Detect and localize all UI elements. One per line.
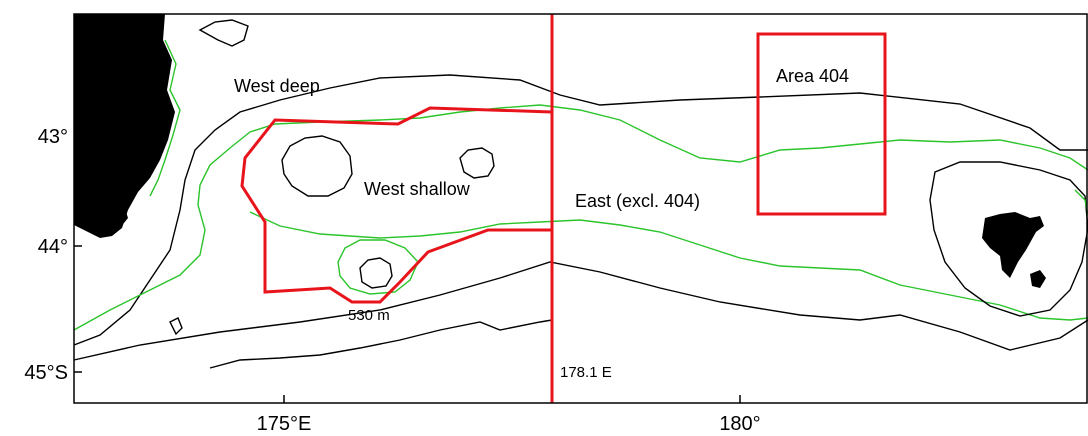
island-land-small	[1030, 270, 1046, 288]
y-tick-44: 44°	[38, 236, 68, 258]
contour-deep-south-return	[209, 319, 553, 369]
x-tick-180: 180°	[719, 413, 760, 435]
area-404-box	[756, 32, 887, 216]
contour-green-coast	[149, 39, 181, 197]
contour-deep-outer	[73, 74, 1088, 346]
coast-detail-1	[198, 19, 249, 47]
seamount-small	[459, 147, 495, 179]
island-shelf-contour	[929, 161, 1088, 317]
seamount-south	[359, 257, 393, 289]
stratum-west-shallow-boundary	[240, 106, 553, 304]
label-depth-530: 530 m	[348, 307, 390, 324]
contour-deep-south	[73, 261, 1088, 361]
map-frame	[73, 13, 1088, 404]
x-tick-175: 175°E	[257, 413, 312, 435]
label-meridian: 178.1 E	[560, 364, 612, 381]
contour-green-loop	[337, 239, 419, 295]
contour-green-north	[73, 104, 1088, 331]
tick-marks	[74, 135, 741, 403]
coast-detail-2	[169, 317, 183, 336]
y-tick-43: 43°	[38, 126, 68, 148]
label-west-shallow: West shallow	[364, 179, 471, 199]
y-tick-45: 45°S	[24, 362, 68, 384]
label-east: East (excl. 404)	[575, 191, 700, 211]
seamount-large	[281, 135, 353, 197]
label-area-404: Area 404	[776, 66, 849, 86]
land-spit	[110, 200, 128, 228]
contour-green-south	[249, 211, 1088, 321]
island-land	[982, 212, 1044, 278]
land-mass	[74, 14, 175, 238]
label-west-deep: West deep	[234, 76, 320, 96]
